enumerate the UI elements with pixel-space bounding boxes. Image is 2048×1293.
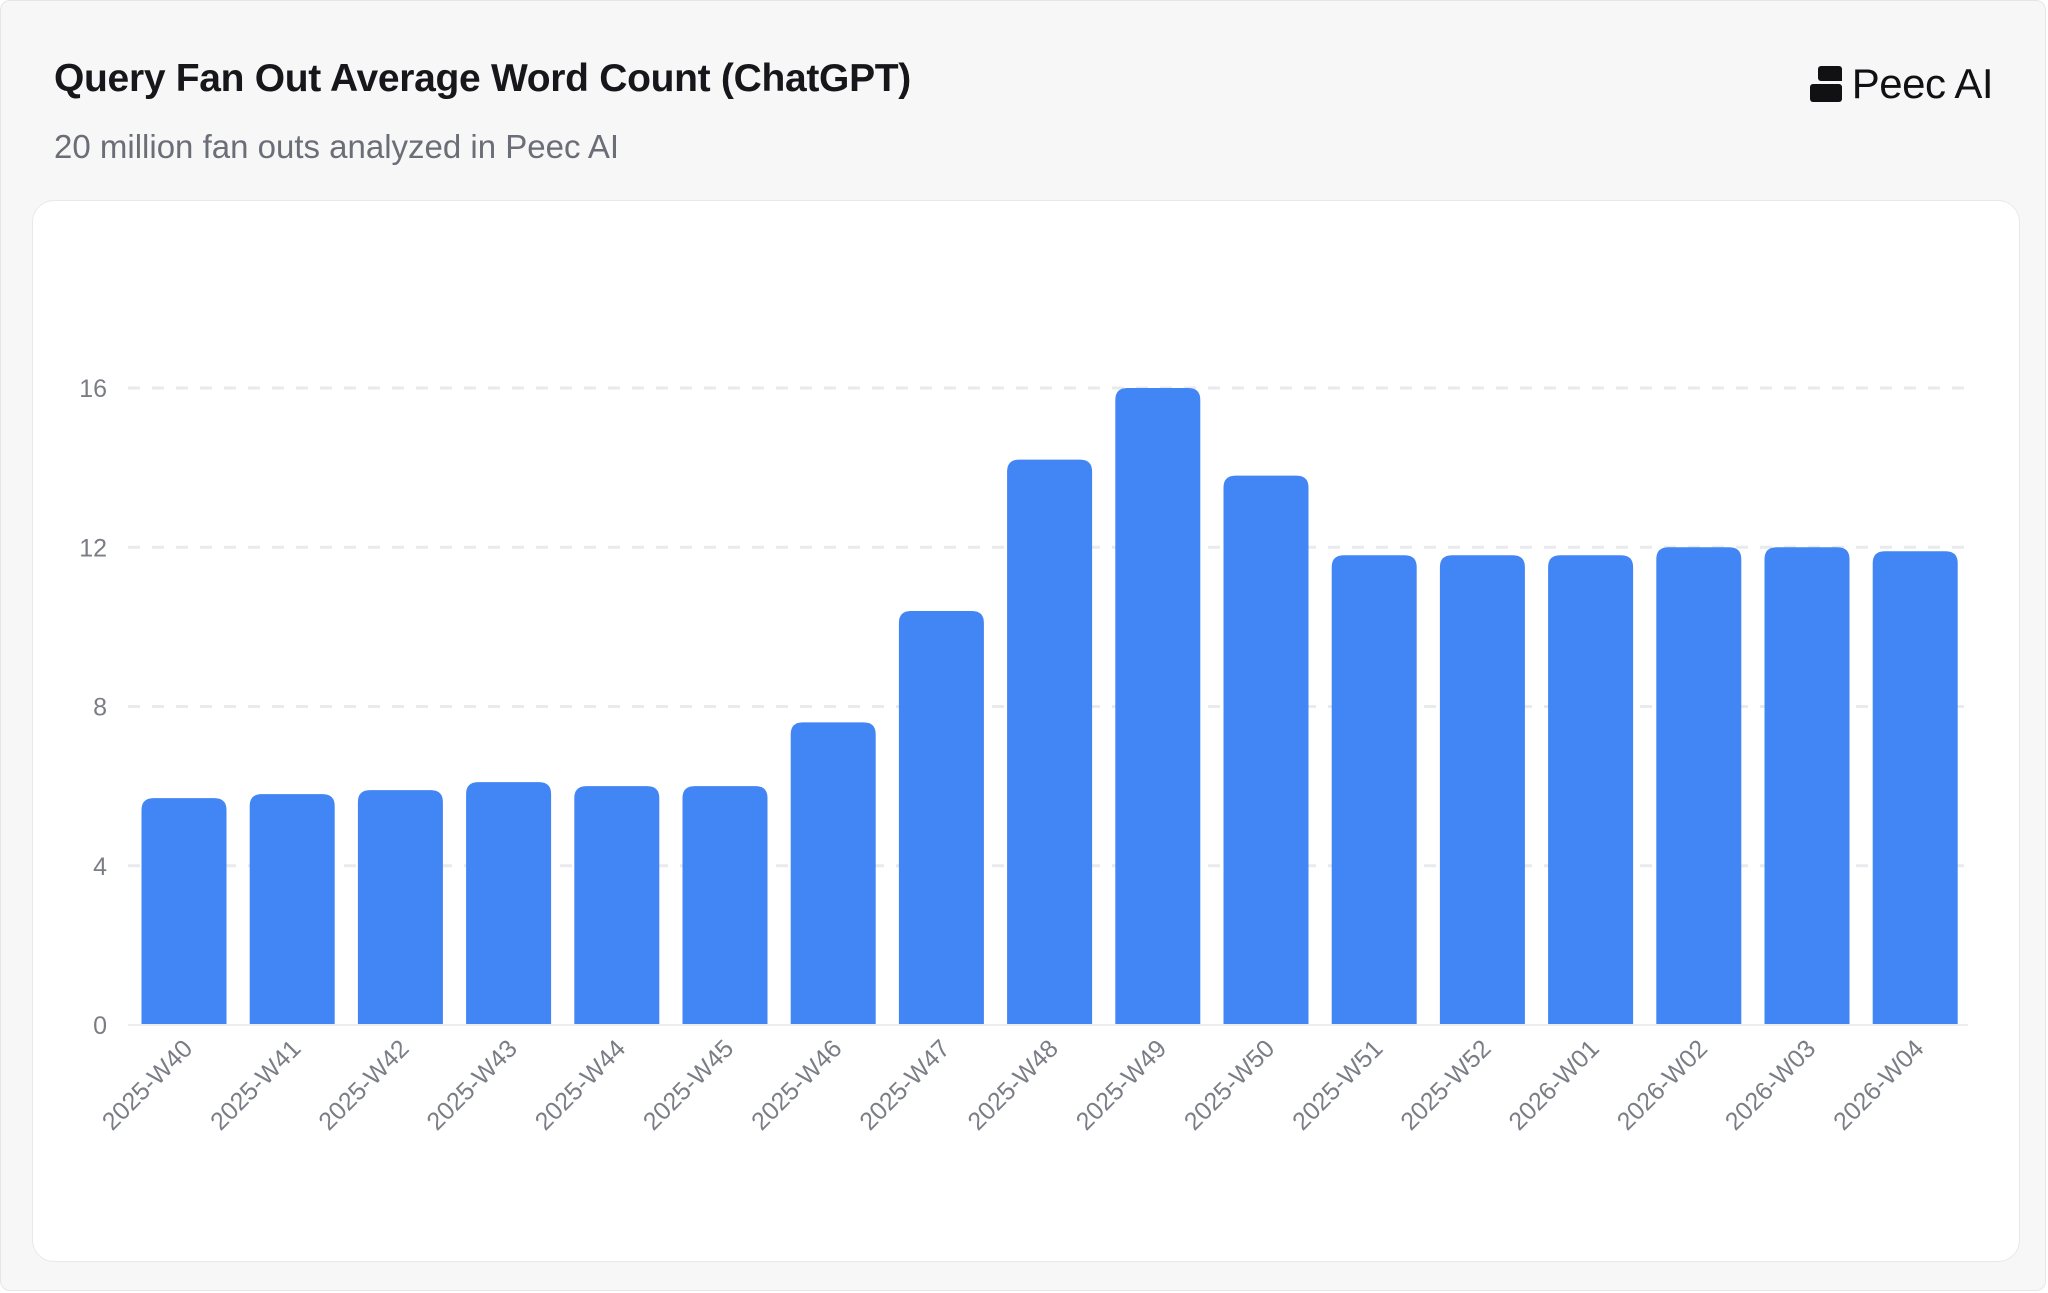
- x-tick-label: 2025-W45: [638, 1034, 739, 1135]
- x-tick-label: 2025-W46: [746, 1034, 847, 1135]
- bar-2026-W03: [1764, 547, 1850, 1025]
- peec-logo-icon: [1809, 66, 1842, 102]
- peec-ai-logo: Peec AI: [1809, 60, 1994, 107]
- bar-2025-W43: [466, 782, 552, 1025]
- bar-2025-W49: [1115, 388, 1201, 1025]
- x-tick-label: 2025-W52: [1395, 1034, 1496, 1135]
- chart-subtitle: 20 million fan outs analyzed in Peec AI: [54, 128, 620, 165]
- y-tick-label: 4: [93, 853, 107, 881]
- chart-title: Query Fan Out Average Word Count (ChatGP…: [54, 57, 911, 100]
- x-tick-label: 2025-W44: [530, 1034, 631, 1135]
- x-tick-label: 2025-W51: [1287, 1034, 1388, 1135]
- bar-2026-W02: [1656, 547, 1742, 1025]
- bar-2025-W46: [790, 722, 876, 1025]
- bar-2025-W48: [1007, 459, 1093, 1026]
- bar-2025-W52: [1439, 555, 1525, 1025]
- bar-2025-W41: [249, 794, 335, 1025]
- bar-2025-W42: [357, 790, 443, 1025]
- bar-2025-W44: [574, 786, 660, 1025]
- x-tick-label: 2025-W49: [1071, 1034, 1172, 1135]
- x-tick-label: 2025-W50: [1179, 1034, 1280, 1135]
- bar-2026-W01: [1548, 555, 1634, 1025]
- x-tick-label: 2026-W01: [1503, 1034, 1604, 1135]
- x-tick-label: 2025-W40: [97, 1034, 198, 1135]
- x-tick-label: 2026-W02: [1612, 1034, 1713, 1135]
- bar-2026-W04: [1872, 551, 1958, 1025]
- bar-2025-W50: [1223, 475, 1309, 1025]
- bar-2025-W40: [141, 798, 227, 1025]
- y-tick-label: 0: [93, 1012, 107, 1040]
- y-tick-label: 16: [79, 375, 107, 403]
- y-tick-label: 12: [79, 534, 107, 562]
- x-tick-label: 2026-W03: [1720, 1034, 1821, 1135]
- x-tick-label: 2025-W47: [854, 1034, 955, 1135]
- bar-2025-W47: [898, 610, 984, 1025]
- logo-text: Peec AI: [1851, 60, 1994, 107]
- x-tick-label: 2025-W48: [962, 1034, 1063, 1135]
- x-tick-label: 2025-W43: [421, 1034, 522, 1135]
- x-tick-label: 2026-W04: [1828, 1034, 1929, 1135]
- x-tick-label: 2025-W41: [205, 1034, 306, 1135]
- bar-2025-W45: [682, 786, 768, 1025]
- bar-2025-W51: [1331, 555, 1417, 1025]
- x-tick-label: 2025-W42: [313, 1034, 414, 1135]
- y-tick-label: 8: [93, 694, 107, 722]
